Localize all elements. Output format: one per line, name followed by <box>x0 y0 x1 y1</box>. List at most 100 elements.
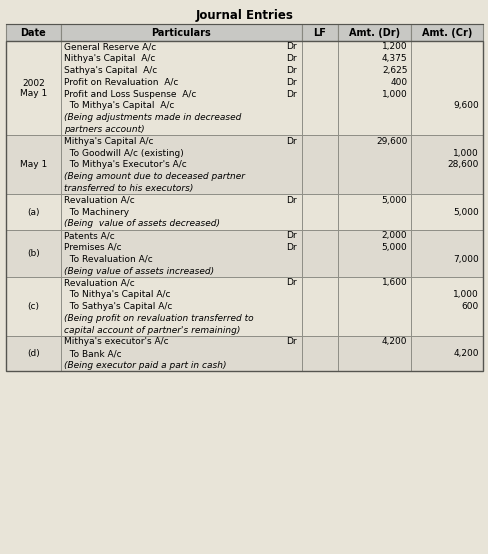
Bar <box>337 24 410 41</box>
Text: (b): (b) <box>27 249 40 258</box>
Text: Dr: Dr <box>285 243 296 252</box>
Text: To Machinery: To Machinery <box>64 208 129 217</box>
Text: 1,200: 1,200 <box>381 43 407 52</box>
Bar <box>410 277 482 336</box>
Text: Dr: Dr <box>285 196 296 205</box>
Text: 4,200: 4,200 <box>381 337 407 346</box>
Text: (Being profit on revaluation transferred to: (Being profit on revaluation transferred… <box>64 314 253 323</box>
Bar <box>61 41 301 135</box>
Text: 600: 600 <box>461 302 478 311</box>
Text: 1,000: 1,000 <box>452 148 478 157</box>
Text: Dr: Dr <box>285 279 296 288</box>
Bar <box>301 230 337 277</box>
Text: Amt. (Cr): Amt. (Cr) <box>421 28 471 38</box>
Text: To Revaluation A/c: To Revaluation A/c <box>64 255 152 264</box>
Text: (c): (c) <box>27 302 40 311</box>
Text: Revaluation A/c: Revaluation A/c <box>64 279 134 288</box>
Bar <box>301 24 337 41</box>
Text: 1,600: 1,600 <box>381 279 407 288</box>
Bar <box>337 277 410 336</box>
Text: (a): (a) <box>27 208 40 217</box>
Bar <box>301 135 337 194</box>
Bar <box>337 41 410 135</box>
Text: 2,625: 2,625 <box>381 66 407 75</box>
Bar <box>61 336 301 371</box>
Text: Profit and Loss Suspense  A/c: Profit and Loss Suspense A/c <box>64 90 196 99</box>
Text: 1,000: 1,000 <box>381 90 407 99</box>
Bar <box>61 194 301 230</box>
Text: Sathya's Capital  A/c: Sathya's Capital A/c <box>64 66 157 75</box>
Text: To Nithya's Capital A/c: To Nithya's Capital A/c <box>64 290 170 299</box>
Bar <box>61 135 301 194</box>
Bar <box>61 24 301 41</box>
Bar <box>301 336 337 371</box>
Bar <box>301 277 337 336</box>
Text: 7,000: 7,000 <box>452 255 478 264</box>
Text: 5,000: 5,000 <box>381 243 407 252</box>
Text: Mithya's Capital A/c: Mithya's Capital A/c <box>64 137 153 146</box>
Text: partners account): partners account) <box>64 125 144 134</box>
Text: 29,600: 29,600 <box>375 137 407 146</box>
Text: To Sathya's Capital A/c: To Sathya's Capital A/c <box>64 302 172 311</box>
Text: Particulars: Particulars <box>151 28 211 38</box>
Text: Dr: Dr <box>285 231 296 240</box>
Text: To Mithya's Capital  A/c: To Mithya's Capital A/c <box>64 101 174 110</box>
Bar <box>410 135 482 194</box>
Bar <box>6 41 482 371</box>
Text: (d): (d) <box>27 349 40 358</box>
Bar <box>6 24 61 41</box>
Text: Dr: Dr <box>285 137 296 146</box>
Bar <box>337 135 410 194</box>
Text: (Being  value of assets decreased): (Being value of assets decreased) <box>64 219 220 228</box>
Text: 400: 400 <box>389 78 407 87</box>
Bar <box>301 194 337 230</box>
Bar <box>6 135 61 194</box>
Text: Profit on Revaluation  A/c: Profit on Revaluation A/c <box>64 78 178 87</box>
Text: 28,600: 28,600 <box>447 161 478 170</box>
Text: Dr: Dr <box>285 90 296 99</box>
Bar <box>61 277 301 336</box>
Text: LF: LF <box>312 28 325 38</box>
Text: May 1: May 1 <box>20 161 47 170</box>
Text: 5,000: 5,000 <box>381 196 407 205</box>
Bar <box>410 24 482 41</box>
Bar <box>410 336 482 371</box>
Text: 1,000: 1,000 <box>452 290 478 299</box>
Text: To Mithya's Executor's A/c: To Mithya's Executor's A/c <box>64 161 186 170</box>
Bar <box>337 336 410 371</box>
Text: Dr: Dr <box>285 78 296 87</box>
Bar <box>6 336 61 371</box>
Text: transferred to his executors): transferred to his executors) <box>64 184 193 193</box>
Text: (Being amount due to deceased partner: (Being amount due to deceased partner <box>64 172 244 181</box>
Text: Patents A/c: Patents A/c <box>64 231 114 240</box>
Bar <box>410 230 482 277</box>
Text: 4,200: 4,200 <box>452 349 478 358</box>
Text: Dr: Dr <box>285 54 296 63</box>
Text: 5,000: 5,000 <box>452 208 478 217</box>
Text: Premises A/c: Premises A/c <box>64 243 121 252</box>
Bar <box>6 230 61 277</box>
Text: Amt. (Dr): Amt. (Dr) <box>348 28 399 38</box>
Text: Dr: Dr <box>285 66 296 75</box>
Bar <box>6 277 61 336</box>
Bar <box>337 194 410 230</box>
Text: (Being executor paid a part in cash): (Being executor paid a part in cash) <box>64 361 226 370</box>
Text: 2002
May 1: 2002 May 1 <box>20 79 47 98</box>
Bar <box>6 41 61 135</box>
Text: Dr: Dr <box>285 43 296 52</box>
Text: Mithya's executor's A/c: Mithya's executor's A/c <box>64 337 168 346</box>
Text: Dr: Dr <box>285 337 296 346</box>
Text: 4,375: 4,375 <box>381 54 407 63</box>
Bar <box>337 230 410 277</box>
Text: Date: Date <box>20 28 46 38</box>
Text: Revaluation A/c: Revaluation A/c <box>64 196 134 205</box>
Text: Journal Entries: Journal Entries <box>195 8 293 22</box>
Text: (Being adjustments made in decreased: (Being adjustments made in decreased <box>64 113 241 122</box>
Text: (Being value of assets increased): (Being value of assets increased) <box>64 266 214 275</box>
Text: 2,000: 2,000 <box>381 231 407 240</box>
Bar <box>410 194 482 230</box>
Bar <box>410 41 482 135</box>
Text: To Goodwill A/c (existing): To Goodwill A/c (existing) <box>64 148 183 157</box>
Bar <box>61 230 301 277</box>
Text: capital account of partner's remaining): capital account of partner's remaining) <box>64 326 240 335</box>
